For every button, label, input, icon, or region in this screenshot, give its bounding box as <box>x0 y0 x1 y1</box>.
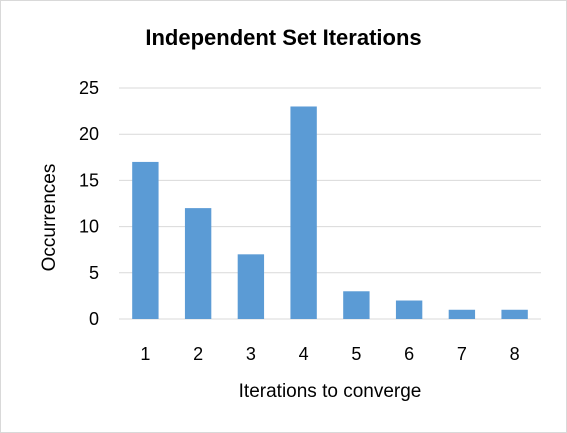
bar-3 <box>237 254 265 319</box>
x-axis-ticks: 1 2 3 4 5 6 7 8 <box>140 344 519 364</box>
bars <box>132 106 528 319</box>
y-tick-label: 20 <box>79 124 99 144</box>
y-tick-label: 25 <box>79 78 99 98</box>
x-tick-label: 5 <box>351 344 361 364</box>
y-tick-label: 5 <box>89 263 99 283</box>
x-tick-label: 6 <box>404 344 414 364</box>
bar-2 <box>184 208 212 319</box>
x-tick-label: 3 <box>246 344 256 364</box>
x-tick-label: 4 <box>299 344 309 364</box>
y-axis-ticks: 0 5 10 15 20 25 <box>79 78 99 329</box>
y-axis-title: Occurrences <box>39 164 60 272</box>
x-tick-label: 8 <box>510 344 520 364</box>
chart-title: Independent Set Iterations <box>145 25 422 50</box>
bar-7 <box>448 309 476 319</box>
gridlines <box>119 87 541 320</box>
x-tick-label: 7 <box>457 344 467 364</box>
x-axis-title: Iterations to converge <box>239 381 422 402</box>
bar-8 <box>501 309 528 319</box>
x-tick-label: 1 <box>140 344 150 364</box>
y-tick-label: 15 <box>79 170 99 190</box>
bar-4 <box>290 106 317 319</box>
x-tick-label: 2 <box>193 344 203 364</box>
y-tick-label: 0 <box>89 309 99 329</box>
bar-1 <box>132 161 159 319</box>
y-tick-label: 10 <box>79 217 99 237</box>
bar-6 <box>395 300 423 319</box>
bar-5 <box>343 291 370 319</box>
